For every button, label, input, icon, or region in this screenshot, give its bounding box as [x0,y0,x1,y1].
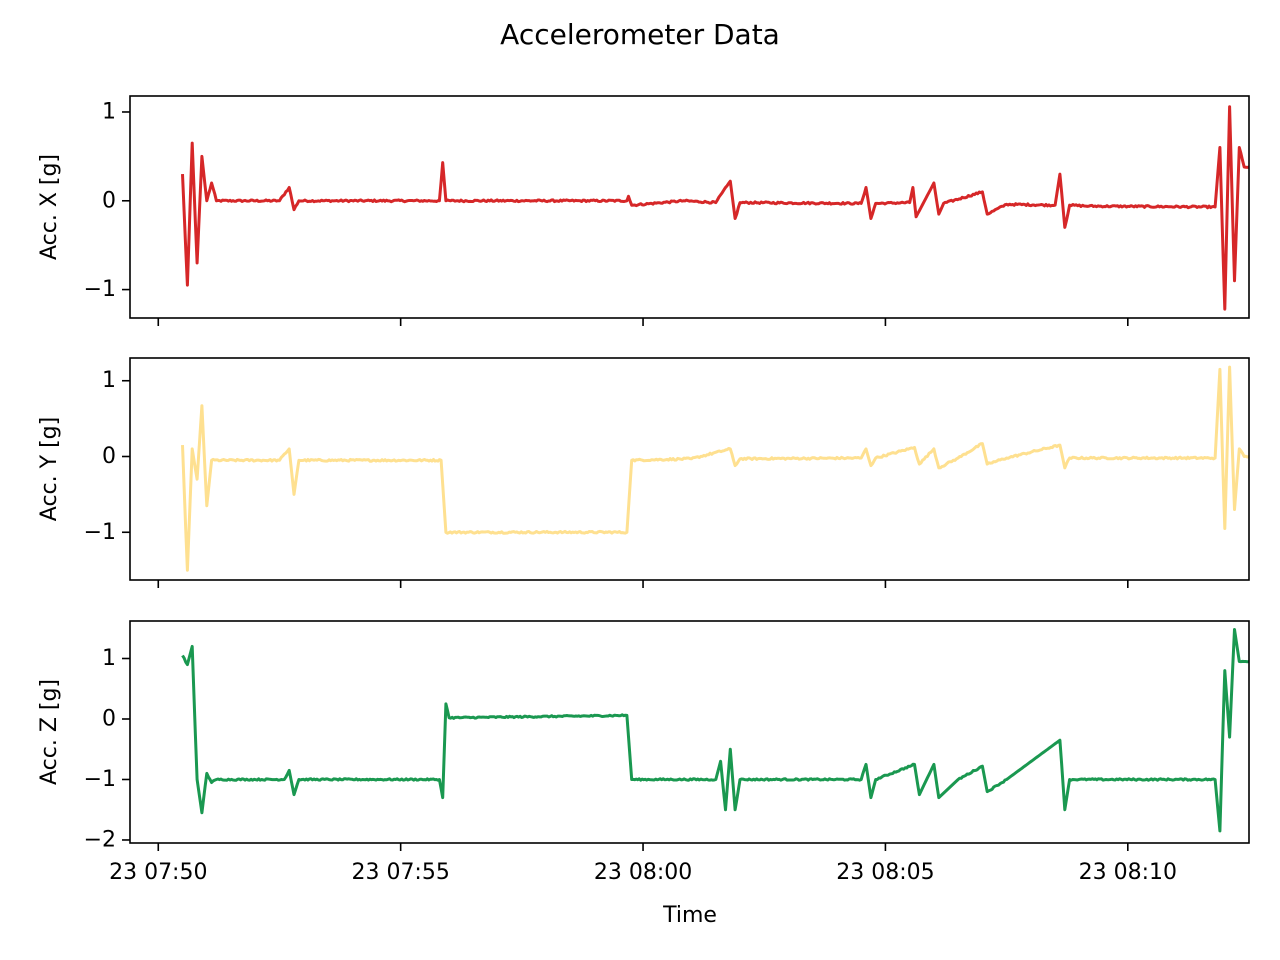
plot-frame-x [129,95,1250,319]
y-tick-label: 1 [102,646,116,671]
y-axis-label-x: Acc. X [g] [37,154,62,260]
y-ticks-y: 1 0 −1 [84,368,130,545]
x-tick-label: 23 08:10 [1079,860,1177,885]
y-tick-label: −1 [84,767,116,792]
subplot-x: 1 0 −1 Acc. X [g] [37,95,1250,326]
y-axis-label-z: Acc. Z [g] [37,679,62,785]
x-ticks-z: 23 07:50 23 07:55 23 08:00 23 08:05 23 08:10 [109,843,1177,885]
x-axis-label: Time [662,903,717,928]
subplot-z: 10−1−2 23 07:50 23 07:55 23 08:00 23 08:05 2… [37,620,1250,885]
series-line-x-group [181,105,1250,311]
y-tick-label: −2 [84,827,116,852]
plot-frame-y [129,357,1250,581]
y-tick-label: −1 [84,520,116,545]
series-line-z [181,628,1250,833]
plot-frame-z [129,620,1250,844]
y-tick-label: 1 [102,368,116,393]
y-axis-label-y: Acc. Y [g] [37,417,62,521]
x-tick-label: 23 08:00 [594,860,692,885]
series-line-x [181,105,1250,311]
y-tick-label: 0 [102,444,116,469]
series-line-z-group [181,628,1250,833]
series-line-y [181,365,1250,572]
y-ticks-x: 1 0 −1 [84,99,130,302]
x-tick-label: 23 07:55 [351,860,449,885]
x-ticks-y [157,580,1129,588]
y-tick-label: 1 [102,99,116,124]
x-tick-label: 23 07:50 [109,860,207,885]
chart-title: Accelerometer Data [500,18,780,51]
y-ticks-z: 1 0 −1 −2 [84,646,130,852]
y-tick-label: 0 [102,188,116,213]
x-tick-label: 23 08:05 [836,860,934,885]
series-line-y-group [181,365,1250,572]
y-tick-label: 0 [102,706,116,731]
x-ticks-x [157,318,1129,326]
subplot-y: 1 0 −1 Acc. Y [g] [37,357,1250,588]
y-tick-label: −1 [84,277,116,302]
